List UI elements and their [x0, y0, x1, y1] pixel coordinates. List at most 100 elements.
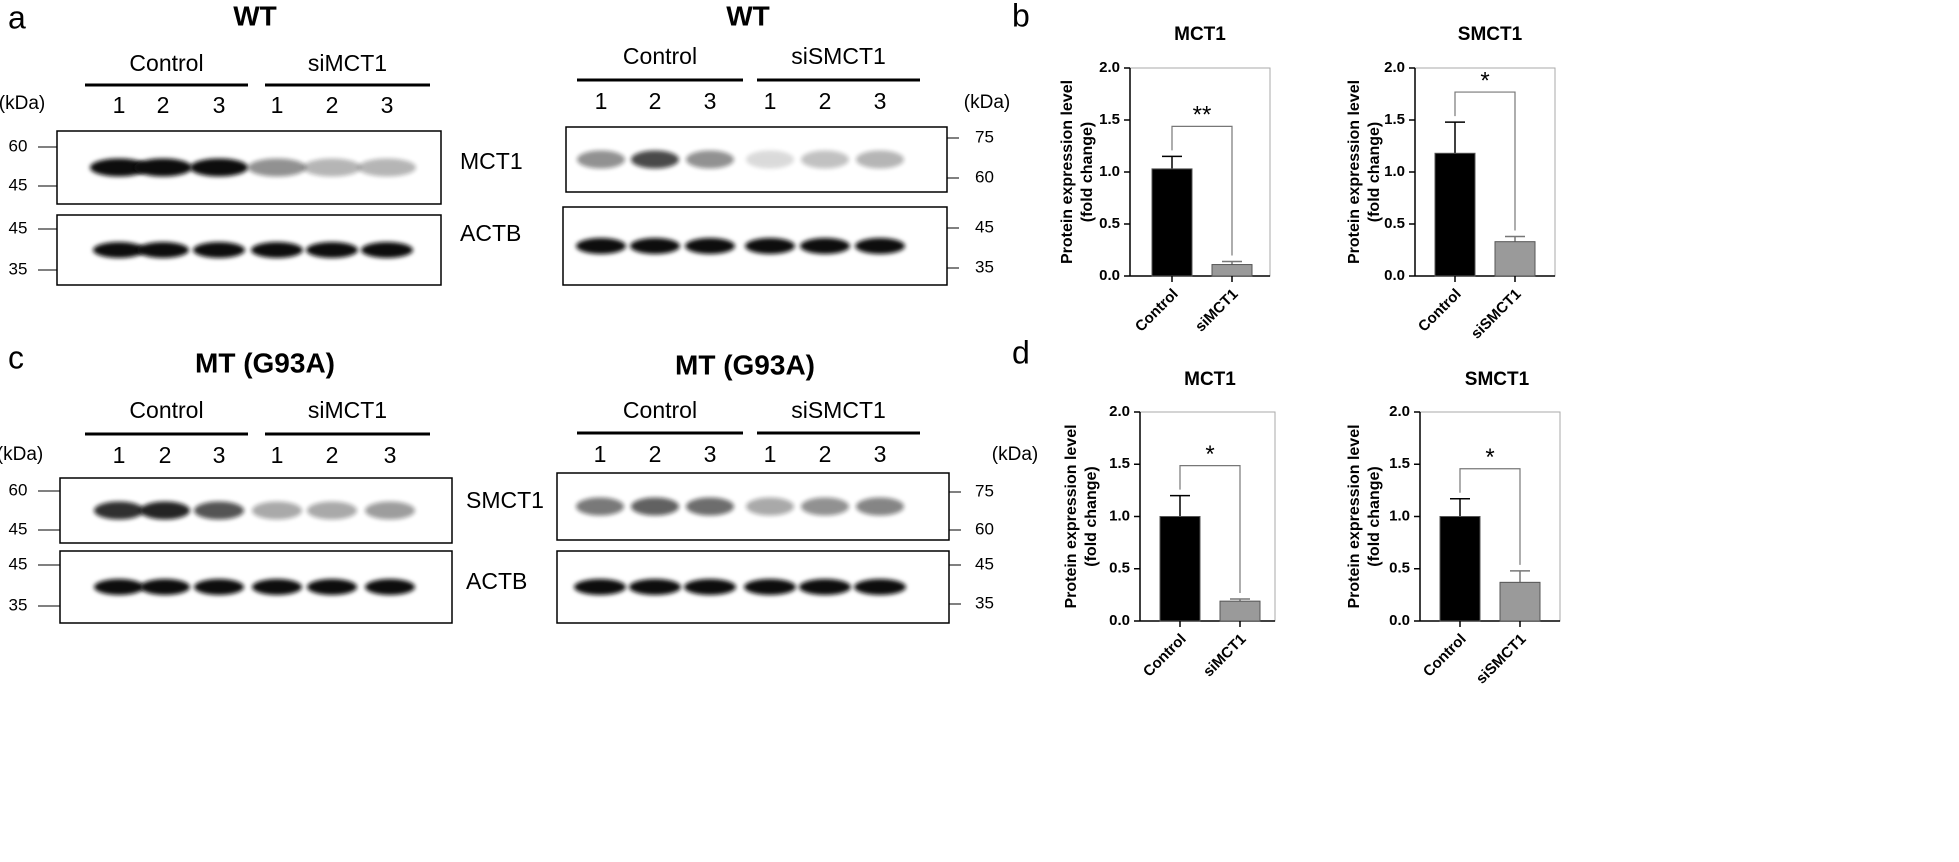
band — [93, 242, 145, 258]
row-label: ACTB — [466, 568, 527, 594]
band — [252, 579, 302, 595]
lane-label: 1 — [271, 92, 284, 118]
group-label: siMCT1 — [308, 50, 387, 76]
lane-label: 1 — [595, 88, 608, 114]
y-tick-label: 1.0 — [1099, 163, 1120, 180]
band — [358, 158, 416, 177]
band — [140, 579, 190, 595]
y-tick-label: 1.0 — [1384, 163, 1405, 180]
y-axis-label: Protein expression level — [1059, 80, 1076, 264]
band — [745, 238, 795, 254]
y-tick-label: 1.5 — [1109, 455, 1130, 472]
marker-label: 35 — [9, 595, 28, 614]
marker-label: 60 — [975, 167, 994, 186]
row-label: SMCT1 — [466, 487, 544, 513]
y-tick-label: 1.5 — [1389, 455, 1410, 472]
x-tick-label: Control — [1132, 286, 1182, 336]
bar — [1219, 600, 1261, 622]
band — [746, 497, 794, 516]
band — [854, 579, 906, 595]
significance: * — [1485, 444, 1494, 471]
band — [137, 242, 189, 258]
y-tick-label: 2.0 — [1384, 59, 1405, 76]
y-tick-label: 1.0 — [1389, 507, 1410, 524]
band — [94, 501, 144, 520]
kda-label: (kDa) — [0, 444, 43, 465]
marker-label: 75 — [975, 127, 994, 146]
y-axis-label: (fold change) — [1366, 122, 1383, 222]
y-tick-label: 0.0 — [1389, 612, 1410, 629]
band — [251, 242, 303, 258]
kda-label: (kDa) — [992, 444, 1038, 465]
row-label: ACTB — [460, 220, 521, 246]
lane-label: 1 — [113, 442, 126, 468]
chart-title: MCT1 — [1184, 369, 1236, 390]
x-tick-label: Control — [1140, 631, 1190, 681]
blot-title: MT (G93A) — [675, 349, 815, 380]
band — [577, 150, 625, 169]
band — [307, 501, 357, 520]
significance-bracket — [1459, 468, 1521, 565]
lane-label: 1 — [113, 92, 126, 118]
band — [686, 150, 734, 169]
group-label: Control — [129, 50, 203, 76]
band — [856, 497, 904, 516]
lane-label: 1 — [764, 88, 777, 114]
band — [134, 158, 192, 177]
group-label: Control — [129, 397, 203, 423]
group-label: Control — [623, 43, 697, 69]
significance: * — [1205, 441, 1214, 468]
band — [574, 579, 626, 595]
band — [685, 238, 735, 254]
y-tick-label: 0.0 — [1099, 267, 1120, 284]
band — [801, 150, 849, 169]
y-tick-label: 1.0 — [1109, 507, 1130, 524]
band — [631, 497, 679, 516]
bar — [1494, 241, 1536, 277]
panel-label: a — [8, 0, 26, 35]
lane-label: 1 — [271, 442, 284, 468]
band — [744, 579, 796, 595]
y-tick-label: 0.5 — [1384, 215, 1405, 232]
marker-label: 60 — [9, 480, 28, 499]
y-tick-label: 0.5 — [1389, 560, 1410, 577]
y-axis-label: Protein expression level — [1063, 424, 1080, 608]
x-tick-label: siSMCT1 — [1473, 631, 1530, 688]
lane-label: 2 — [326, 442, 339, 468]
band — [90, 158, 148, 177]
band — [248, 158, 306, 177]
chart-title: SMCT1 — [1458, 24, 1523, 45]
band — [686, 497, 734, 516]
chart-title: MCT1 — [1174, 24, 1226, 45]
lane-label: 3 — [381, 92, 394, 118]
bar — [1159, 516, 1201, 622]
significance: * — [1480, 67, 1489, 94]
kda-label: (kDa) — [0, 93, 45, 114]
lane-label: 2 — [649, 88, 662, 114]
band — [576, 497, 624, 516]
panel-label: d — [1012, 334, 1030, 370]
lane-label: 3 — [213, 442, 226, 468]
lane-label: 2 — [326, 92, 339, 118]
group-label: Control — [623, 397, 697, 423]
marker-label: 45 — [9, 175, 28, 194]
y-tick-label: 0.0 — [1384, 267, 1405, 284]
panel-label: c — [8, 339, 24, 375]
marker-label: 45 — [975, 554, 994, 573]
y-axis-label: (fold change) — [1366, 466, 1383, 566]
band — [194, 501, 244, 520]
row-label: MCT1 — [460, 148, 523, 174]
marker-label: 45 — [9, 554, 28, 573]
band — [365, 579, 415, 595]
bar — [1151, 168, 1193, 277]
blot-title: MT (G93A) — [195, 347, 335, 378]
band — [252, 501, 302, 520]
band — [140, 501, 190, 520]
band — [307, 579, 357, 595]
y-axis-label: Protein expression level — [1346, 424, 1363, 608]
bar — [1434, 152, 1476, 277]
lane-label: 2 — [819, 441, 832, 467]
lane-label: 3 — [704, 441, 717, 467]
band — [194, 579, 244, 595]
marker-label: 60 — [9, 136, 28, 155]
